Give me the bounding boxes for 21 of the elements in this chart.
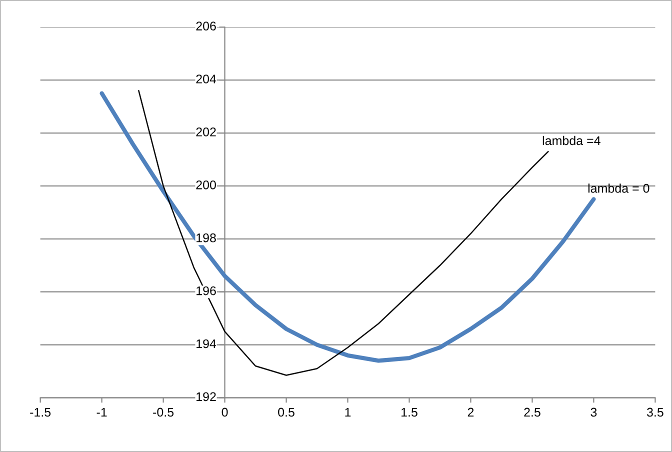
x-tick-label: 0.5 <box>278 408 294 417</box>
y-tick-label: 192 <box>196 392 216 402</box>
y-tick-label: 198 <box>196 233 216 242</box>
y-tick-label: 194 <box>196 339 216 348</box>
x-tick-label: 3 <box>590 408 597 417</box>
x-tick-label: 1.5 <box>402 408 418 417</box>
series-label: lambda =4 <box>542 136 600 146</box>
x-tick-label: -1 <box>96 408 107 417</box>
x-tick-label: 3.5 <box>646 408 664 417</box>
x-tick-label: 1 <box>345 408 351 417</box>
x-tick-label: 2.5 <box>524 408 540 417</box>
y-tick-label: 206 <box>196 22 216 30</box>
x-tick-label: -1.5 <box>30 408 51 417</box>
x-tick-label: 0 <box>222 408 228 417</box>
y-tick-label: 200 <box>196 180 216 190</box>
x-tick-label: 2 <box>468 408 474 417</box>
y-tick-label: 196 <box>196 286 216 296</box>
y-tick-label: 202 <box>196 128 216 136</box>
x-tick-label: -0.5 <box>153 408 174 417</box>
series-label: lambda = 0 <box>588 184 650 193</box>
y-tick-label: 204 <box>196 74 216 84</box>
